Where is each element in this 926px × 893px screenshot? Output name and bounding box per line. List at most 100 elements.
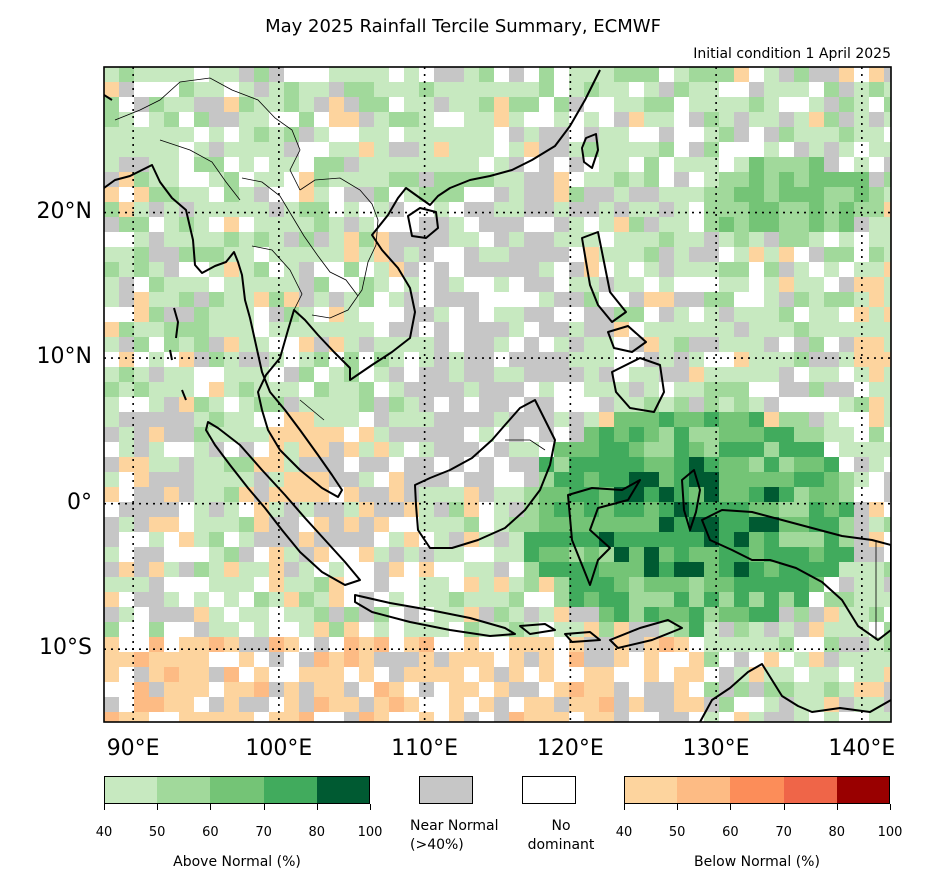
tercile-cell	[224, 472, 239, 487]
tercile-cell	[569, 232, 584, 247]
tercile-cell	[704, 322, 719, 337]
tercile-cell	[584, 382, 599, 397]
tercile-cell	[134, 232, 149, 247]
tercile-cell	[689, 382, 704, 397]
tercile-cell	[674, 442, 689, 457]
tercile-cell	[869, 322, 884, 337]
tercile-cell	[134, 127, 149, 142]
tercile-cell	[554, 562, 569, 577]
tercile-cell	[104, 667, 119, 682]
tercile-cell	[809, 487, 824, 502]
tercile-cell	[149, 412, 164, 427]
tercile-cell	[209, 322, 224, 337]
tercile-cell	[659, 502, 674, 517]
tercile-cell	[134, 592, 149, 607]
colorbar-segment	[263, 776, 317, 804]
tercile-cell	[854, 307, 869, 322]
tercile-cell	[584, 547, 599, 562]
tercile-cell	[389, 112, 404, 127]
tercile-cell	[779, 307, 794, 322]
tercile-cell	[179, 532, 194, 547]
tercile-cell	[749, 352, 764, 367]
tercile-cell	[779, 232, 794, 247]
tercile-cell	[569, 292, 584, 307]
tercile-cell	[674, 667, 689, 682]
tercile-cell	[194, 322, 209, 337]
tercile-cell	[749, 322, 764, 337]
tercile-cell	[644, 697, 659, 712]
tercile-cell	[434, 592, 449, 607]
tercile-cell	[584, 682, 599, 697]
tercile-cell	[464, 412, 479, 427]
tercile-cell	[809, 682, 824, 697]
tercile-cell	[839, 592, 854, 607]
tercile-cell	[629, 532, 644, 547]
tercile-cell	[284, 607, 299, 622]
tercile-cell	[104, 157, 119, 172]
tercile-cell	[119, 337, 134, 352]
tercile-cell	[314, 217, 329, 232]
tercile-cell	[164, 292, 179, 307]
tercile-cell	[719, 292, 734, 307]
tercile-cell	[809, 697, 824, 712]
tercile-cell	[779, 487, 794, 502]
tercile-cell	[869, 547, 884, 562]
tercile-cell	[824, 487, 839, 502]
tercile-cell	[149, 352, 164, 367]
tercile-cell	[239, 412, 254, 427]
tercile-cell	[839, 442, 854, 457]
tercile-cell	[374, 622, 389, 637]
tercile-cell	[344, 292, 359, 307]
tercile-cell	[119, 427, 134, 442]
tercile-cell	[254, 592, 269, 607]
tercile-cell	[869, 337, 884, 352]
tercile-cell	[179, 412, 194, 427]
colorbar-tick-label: 40	[615, 825, 633, 840]
tercile-cell	[659, 202, 674, 217]
tercile-cell	[404, 382, 419, 397]
tercile-cell	[734, 607, 749, 622]
tercile-cell	[569, 142, 584, 157]
colorbar-segment	[157, 776, 211, 804]
tercile-cell	[764, 367, 779, 382]
tercile-cell	[809, 652, 824, 667]
tercile-cell	[374, 367, 389, 382]
tercile-cell	[689, 292, 704, 307]
tercile-cell	[644, 247, 659, 262]
tercile-cell	[764, 142, 779, 157]
tercile-cell	[434, 577, 449, 592]
tercile-cell	[629, 607, 644, 622]
tercile-cell	[269, 307, 284, 322]
tercile-cell	[554, 172, 569, 187]
tercile-cell	[854, 157, 869, 172]
tercile-cell	[869, 247, 884, 262]
tercile-cell	[779, 592, 794, 607]
tercile-cell	[104, 67, 119, 82]
tercile-cell	[344, 502, 359, 517]
tercile-cell	[254, 187, 269, 202]
tercile-cell	[749, 547, 764, 562]
tercile-cell	[149, 622, 164, 637]
tercile-cell	[839, 322, 854, 337]
tercile-cell	[659, 232, 674, 247]
tercile-cell	[419, 217, 434, 232]
tercile-cell	[254, 457, 269, 472]
tercile-cell	[869, 232, 884, 247]
tercile-cell	[644, 337, 659, 352]
tercile-cell	[749, 667, 764, 682]
tercile-cell	[674, 547, 689, 562]
tercile-cell	[689, 667, 704, 682]
tercile-cell	[674, 337, 689, 352]
tercile-cell	[884, 172, 891, 187]
tercile-cell	[539, 487, 554, 502]
tercile-cell	[704, 607, 719, 622]
tercile-cell	[344, 517, 359, 532]
tercile-cell	[149, 247, 164, 262]
tercile-cell	[329, 112, 344, 127]
colorbar-tick-label: 70	[255, 825, 272, 840]
tercile-cell	[809, 607, 824, 622]
tercile-cell	[239, 457, 254, 472]
tercile-cell	[689, 607, 704, 622]
tercile-cell	[494, 667, 509, 682]
tercile-cell	[209, 487, 224, 502]
